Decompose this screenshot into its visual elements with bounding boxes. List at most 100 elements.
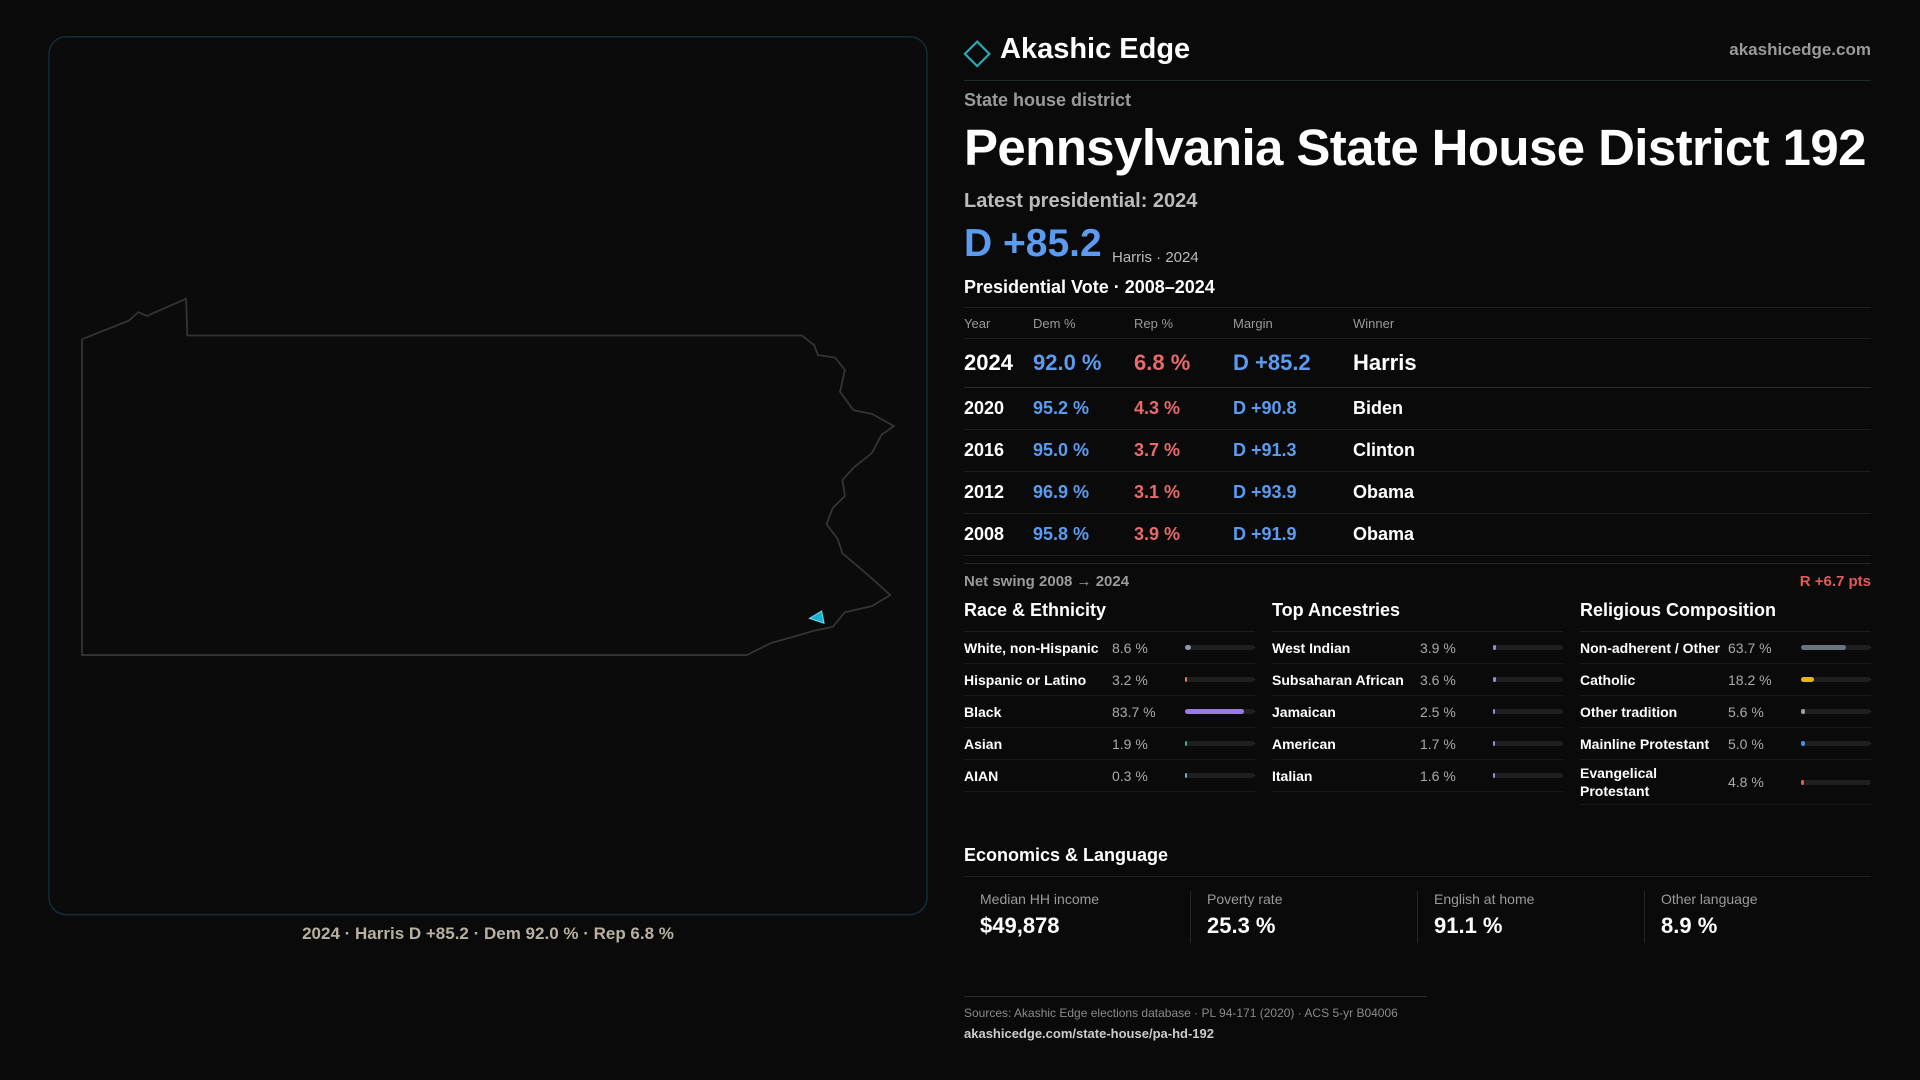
site-link[interactable]: akashicedge.com <box>1729 40 1871 59</box>
stat-card: English at home 91.1 % <box>1417 891 1644 943</box>
stat-row: American 1.7 % <box>1272 728 1563 760</box>
stat-label: Black <box>964 703 1002 720</box>
bar <box>1185 773 1187 778</box>
divider <box>964 996 1427 997</box>
column-header: Margin <box>1233 315 1273 331</box>
stat-row: Jamaican 2.5 % <box>1272 696 1563 728</box>
margin-note: Harris · 2024 <box>1112 249 1199 266</box>
logo-icon <box>963 40 991 68</box>
table-cell: Obama <box>1353 524 1415 544</box>
stat-row: Non-adherent / Other 63.7 % <box>1580 632 1871 664</box>
table-cell: 92.0 % <box>1033 350 1102 375</box>
table-cell: 2016 <box>964 440 1005 460</box>
bar-track <box>1801 741 1871 746</box>
table-row: 2008 95.8 % 3.9 % D +91.9 Obama <box>964 514 1871 556</box>
bar <box>1801 779 1805 785</box>
bar-track <box>1493 677 1563 682</box>
table-cell: 2024 <box>964 350 1013 375</box>
stat-value: 1.6 % <box>1420 767 1456 784</box>
table-cell: D +90.8 <box>1233 398 1297 418</box>
section-title: Race & Ethnicity <box>964 600 1255 632</box>
table-row: 2016 95.0 % 3.7 % D +91.3 Clinton <box>964 430 1871 472</box>
table-cell: 3.7 % <box>1134 440 1181 460</box>
stat-row: Catholic 18.2 % <box>1580 664 1871 696</box>
margin: D +85.2 <box>964 222 1102 265</box>
table-row: 2020 95.2 % 4.3 % D +90.8 Biden <box>964 388 1871 430</box>
table-row: 2012 96.9 % 3.1 % D +93.9 Obama <box>964 472 1871 514</box>
economics-cards: Median HH income $49,878 Poverty rate 25.3 … <box>964 891 1871 943</box>
stat-label: White, non-Hispanic <box>964 639 1099 656</box>
bar <box>1801 709 1805 714</box>
section-title: Top Ancestries <box>1272 600 1563 632</box>
stat-row: Evangelical Protestant 4.8 % <box>1580 760 1871 805</box>
column-header: Year <box>964 315 991 331</box>
stat-value: 63.7 % <box>1728 639 1772 656</box>
table-cell: D +91.3 <box>1233 440 1297 460</box>
card-label: Poverty rate <box>1207 891 1283 907</box>
bar <box>1493 677 1496 682</box>
bar <box>1801 741 1805 746</box>
column-header: Rep % <box>1134 315 1174 331</box>
religion-panel: Religious Composition Non-adherent / Othe… <box>1580 600 1871 805</box>
bar-track <box>1801 709 1871 714</box>
table-cell: 3.1 % <box>1134 482 1181 502</box>
card-label: Other language <box>1661 891 1758 907</box>
stat-row: Italian 1.6 % <box>1272 760 1563 792</box>
card-label: English at home <box>1434 891 1535 907</box>
table-cell: 2008 <box>964 524 1005 544</box>
table-cell: 95.2 % <box>1033 398 1090 418</box>
column-header: Dem % <box>1033 315 1076 331</box>
divider <box>964 80 1871 81</box>
bar-track <box>1801 645 1871 650</box>
stat-row: AIAN 0.3 % <box>964 760 1255 792</box>
kicker: State house district <box>964 90 1132 110</box>
stat-row: West Indian 3.9 % <box>1272 632 1563 664</box>
stat-value: 5.0 % <box>1728 735 1764 752</box>
page-title: Pennsylvania State House District 192 <box>964 119 1866 176</box>
table-cell: 6.8 % <box>1134 350 1191 375</box>
bar <box>1493 741 1495 746</box>
stat-label: Catholic <box>1580 671 1636 688</box>
card-value: 25.3 % <box>1207 913 1276 938</box>
stat-card: Poverty rate 25.3 % <box>1190 891 1417 943</box>
table-cell: Harris <box>1353 350 1417 375</box>
bar-track <box>1185 709 1255 714</box>
bar-track <box>1801 677 1871 682</box>
stat-value: 2.5 % <box>1420 703 1456 720</box>
table-cell: 95.0 % <box>1033 440 1090 460</box>
table-cell: Clinton <box>1353 440 1415 460</box>
page-url[interactable]: akashicedge.com/state-house/pa-hd-192 <box>964 1026 1214 1041</box>
stat-card: Median HH income $49,878 <box>964 891 1190 943</box>
bar <box>1185 645 1192 650</box>
bar-track <box>1185 677 1255 682</box>
bar <box>1493 645 1496 650</box>
stat-row: Hispanic or Latino 3.2 % <box>964 664 1255 696</box>
bar-track <box>1185 773 1255 778</box>
stat-label: Jamaican <box>1272 703 1336 720</box>
stat-label: AIAN <box>964 767 999 784</box>
stat-value: 18.2 % <box>1728 671 1772 688</box>
stat-label: Evangelical Protestant <box>1580 765 1658 799</box>
swing-label: Net swing 2008 → 2024 <box>964 573 1130 590</box>
stat-label: Italian <box>1272 767 1313 784</box>
brand-name: Akashic Edge <box>1000 33 1191 65</box>
stat-label: Mainline Protestant <box>1580 735 1710 752</box>
stat-value: 4.8 % <box>1728 774 1764 790</box>
table-cell: D +85.2 <box>1233 350 1311 375</box>
stat-row: Subsaharan African 3.6 % <box>1272 664 1563 696</box>
vote-table: Year Dem % Rep % Margin Winner 2024 92.0 % 6.8 … <box>964 307 1871 556</box>
bar-track <box>1493 709 1563 714</box>
section-title: Economics & Language <box>964 845 1169 865</box>
bar-track <box>1185 741 1255 746</box>
stat-label: Subsaharan African <box>1272 671 1404 688</box>
table-cell: 4.3 % <box>1134 398 1181 418</box>
table-cell: 3.9 % <box>1134 524 1181 544</box>
table-cell: 2012 <box>964 482 1005 502</box>
stat-label: American <box>1272 735 1336 752</box>
table-cell: 96.9 % <box>1033 482 1090 502</box>
stat-row: Mainline Protestant 5.0 % <box>1580 728 1871 760</box>
table-cell: Biden <box>1353 398 1404 418</box>
bar-track <box>1801 779 1871 785</box>
bar-track <box>1493 773 1563 778</box>
stat-label: Hispanic or Latino <box>964 671 1087 688</box>
